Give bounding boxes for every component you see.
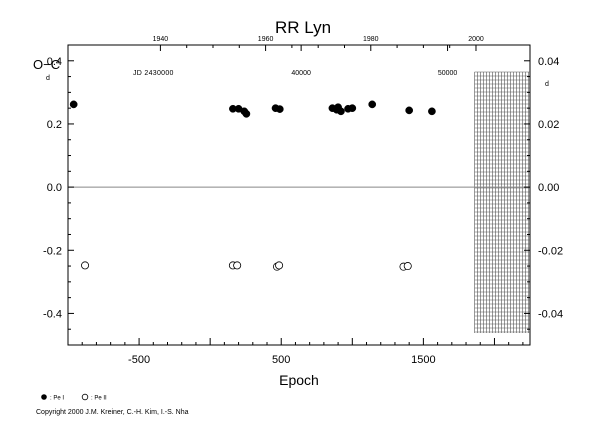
point-pe2 [403,262,412,271]
y-tick-label: 0.0 [47,182,62,194]
y-tick-label: 0.4 [47,56,62,68]
point-pe1 [368,100,377,109]
top-jd-label: JD 2430000 [133,70,174,77]
x-tick-label: 1500 [411,354,435,366]
x-axis-label: Epoch [279,372,319,388]
point-pe2 [275,261,284,270]
y2-tick-label: 0.02 [538,119,559,131]
y-axis-unit-right: d [545,81,549,88]
year-tick-label: 1960 [258,36,274,43]
point-pe1 [405,106,414,115]
point-pe1 [337,107,345,116]
y2-tick-label: -0.02 [538,245,563,257]
point-pe2 [233,261,242,270]
legend-label-pe1: : Pe I [50,396,64,402]
x-tick-label: -500 [128,354,150,366]
legend: : Pe I : Pe II [41,393,107,402]
left-y-axis: -0.4 -0.2 0.0 0.2 0.4 [43,44,74,346]
x-axis: -500 500 1500 [67,338,524,366]
point-pe2 [81,261,90,270]
legend-marker-pe1 [41,394,47,400]
y2-tick-label: -0.04 [538,308,563,320]
chart-title: RR Lyn [275,18,331,37]
point-pe1 [69,100,78,109]
plot-frame [67,44,531,346]
y2-tick-label: 0.00 [538,182,559,194]
right-y-axis: -0.04 -0.02 0.00 0.02 0.04 [524,44,563,346]
x-tick-label: 500 [272,354,290,366]
y-axis-unit-left: d [46,75,50,82]
point-pe1 [275,105,284,113]
y-axis-label: O−C [33,57,60,72]
copyright-text: Copyright 2000 J.M. Kreiner, C.-H. Kim, … [36,409,189,416]
y-tick-label: -0.4 [43,308,62,320]
top-date-axis: 1940 1960 1980 2000 40000 50000 [153,36,484,77]
legend-marker-pe2 [81,393,89,401]
y2-tick-label: 0.04 [538,56,559,68]
y-tick-label: 0.2 [47,119,62,131]
year-tick-label: 1940 [153,36,169,43]
point-pe1 [242,109,251,118]
year-tick-label: 1980 [363,36,379,43]
future-hatch-region [474,71,530,333]
legend-label-pe2: : Pe II [91,396,107,402]
jd-tick-label: 50000 [438,70,458,77]
point-pe1 [428,107,436,116]
point-pe1 [348,104,357,113]
year-tick-label: 2000 [468,36,484,43]
data-points [69,100,436,271]
jd-tick-label: 40000 [291,70,311,77]
y-tick-label: -0.2 [43,245,62,257]
